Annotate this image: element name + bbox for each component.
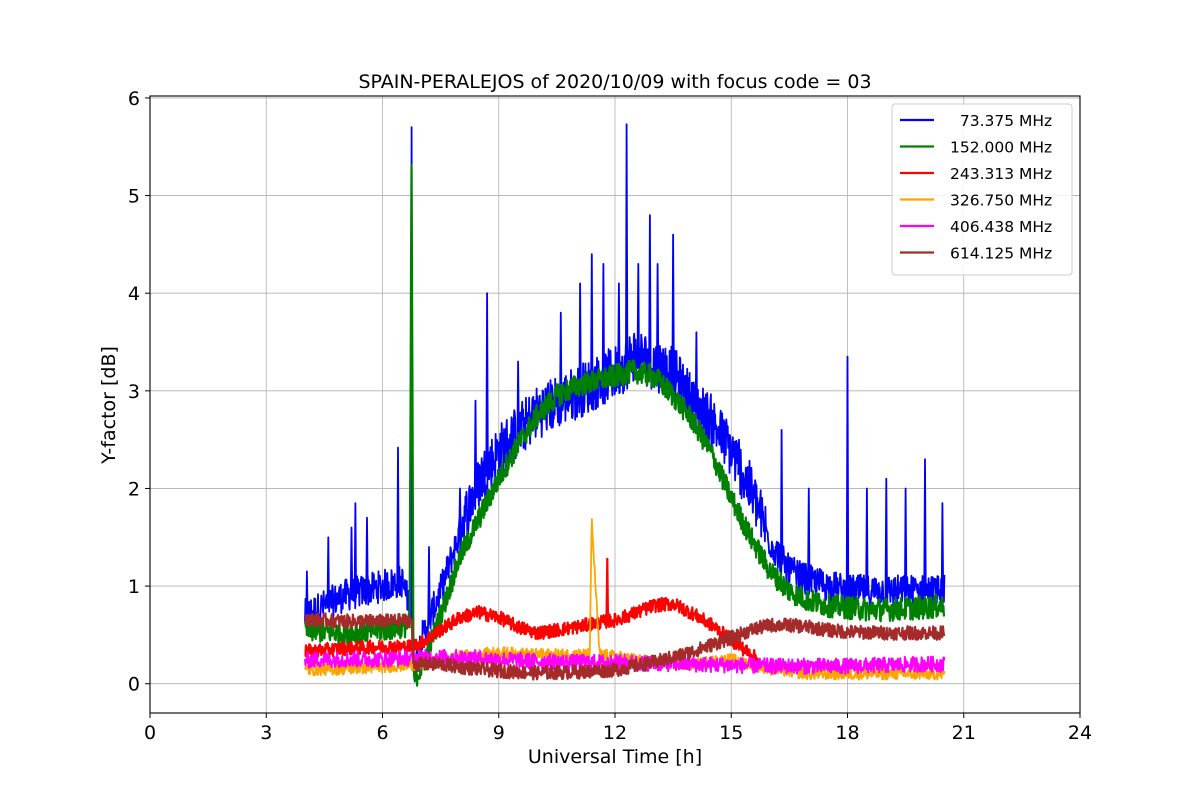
y-tick-label: 0 [128, 674, 140, 696]
series-line [304, 123, 946, 683]
x-tick-label: 6 [376, 722, 388, 744]
y-tick-label: 6 [128, 88, 140, 110]
x-tick-label: 3 [260, 722, 272, 744]
series-line [304, 612, 946, 681]
y-tick-label: 3 [128, 381, 140, 403]
x-axis-label: Universal Time [h] [528, 746, 702, 768]
x-tick-label: 18 [835, 722, 859, 744]
series-line [303, 164, 946, 687]
y-tick-label: 1 [128, 576, 140, 598]
legend-box [891, 103, 1073, 276]
series-line [304, 557, 760, 666]
legend-entry: 73.375 MHz [950, 112, 1052, 130]
legend-entry: 406.438 MHz [950, 218, 1052, 236]
x-tick-label: 24 [1068, 722, 1092, 744]
y-tick-label: 4 [128, 283, 140, 305]
plot-series [303, 123, 946, 687]
y-axis-label: Y-factor [dB] [98, 346, 120, 465]
legend: 73.375 MHz 152.000 MHz 243.313 MHz 326.750 … [891, 103, 1073, 276]
legend-entry: 614.125 MHz [950, 245, 1052, 263]
legend-entry: 326.750 MHz [950, 192, 1052, 210]
x-tick-label: 9 [493, 722, 505, 744]
y-tick-label: 2 [128, 478, 140, 500]
y-tick-label: 5 [128, 186, 140, 208]
legend-entry: 243.313 MHz [950, 165, 1052, 183]
x-tick-label: 21 [952, 722, 976, 744]
series-line [304, 648, 946, 675]
legend-entry: 152.000 MHz [950, 139, 1052, 157]
chart-title: SPAIN-PERALEJOS of 2020/10/09 with focus… [358, 71, 871, 93]
x-tick-label: 0 [144, 722, 156, 744]
x-tick-label: 12 [603, 722, 627, 744]
x-tick-label: 15 [719, 722, 743, 744]
